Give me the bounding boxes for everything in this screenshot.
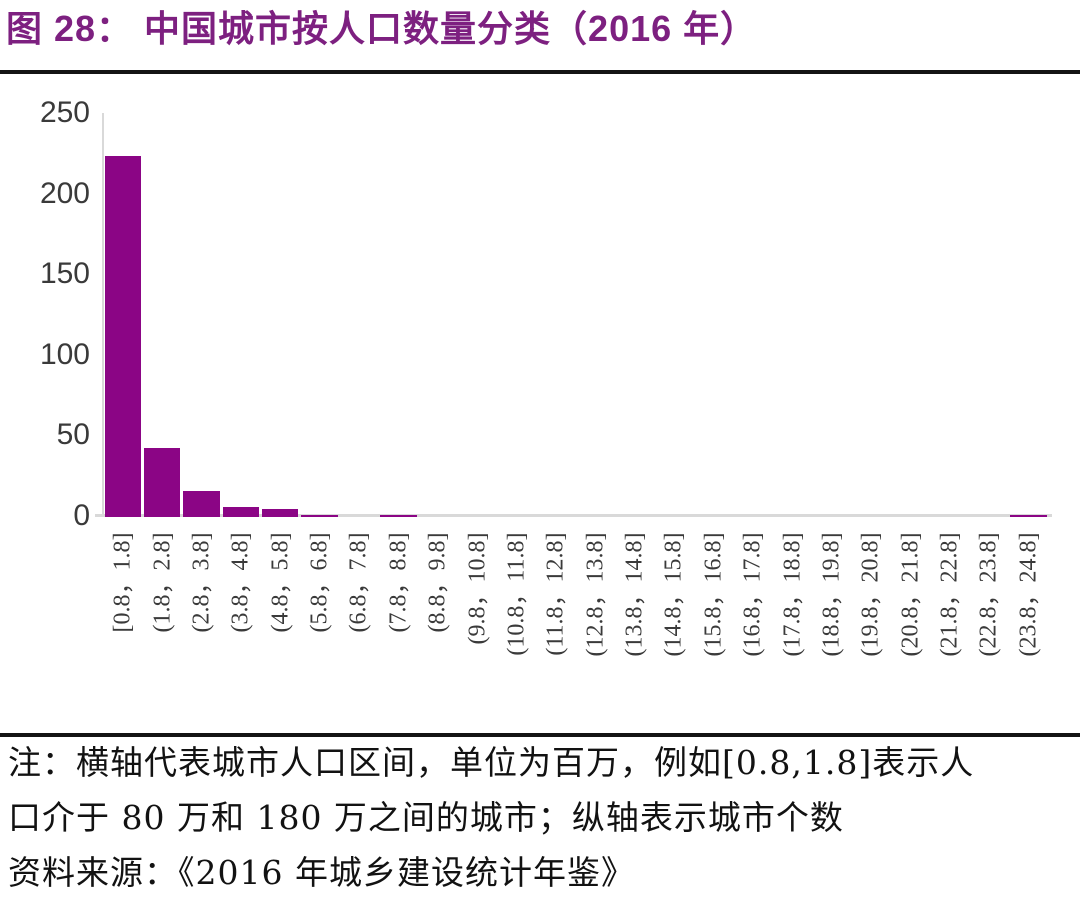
bar bbox=[143, 448, 181, 517]
plot-area bbox=[103, 113, 1048, 517]
bar bbox=[262, 509, 299, 517]
bar bbox=[104, 156, 141, 517]
x-tick-label: (16.8，17.8] bbox=[739, 532, 766, 656]
x-tick-label: (1.8，2.8] bbox=[149, 532, 176, 632]
x-axis-baseline bbox=[95, 514, 1052, 517]
bar bbox=[380, 515, 417, 517]
x-tick-label: [0.8，1.8] bbox=[109, 532, 136, 632]
x-tick-label: (8.8，9.8] bbox=[424, 532, 451, 632]
x-tick-label: (7.8，8.8] bbox=[385, 532, 412, 632]
x-tick-label: (5.8，6.8] bbox=[306, 532, 333, 632]
x-tick-label: (22.8，23.8] bbox=[975, 532, 1002, 656]
note-divider-rule bbox=[0, 733, 1080, 737]
x-tick-label: (18.8，19.8] bbox=[818, 532, 845, 656]
y-tick-label: 50 bbox=[56, 418, 90, 452]
x-tick-label: (6.8，7.8] bbox=[345, 532, 372, 632]
x-tick-label: (9.8，10.8] bbox=[464, 532, 491, 644]
y-tick-label: 100 bbox=[39, 337, 90, 371]
x-tick-label: (2.8，3.8] bbox=[188, 532, 215, 632]
note-line-2: 口介于 80 万和 180 万之间的城市；纵轴表示城市个数 bbox=[8, 798, 844, 837]
bar bbox=[1010, 515, 1047, 517]
bar bbox=[183, 491, 220, 517]
x-tick-label: (13.8，14.8] bbox=[621, 532, 648, 656]
bar bbox=[222, 507, 259, 517]
y-tick-label: 150 bbox=[39, 257, 90, 291]
x-tick-label: (14.8，15.8] bbox=[660, 532, 687, 656]
y-axis-line bbox=[102, 113, 104, 516]
x-tick-label: (20.8，21.8] bbox=[897, 532, 924, 656]
x-tick-label: (15.8，16.8] bbox=[700, 532, 727, 656]
x-tick-label: (17.8，18.8] bbox=[779, 532, 806, 656]
x-tick-label: (11.8，12.8] bbox=[542, 532, 569, 656]
bar bbox=[301, 515, 338, 517]
note-line-1: 注：横轴代表城市人口区间，单位为百万，例如[0.8,1.8]表示人 bbox=[8, 743, 975, 782]
y-tick-label: 250 bbox=[39, 96, 90, 129]
x-tick-label: (4.8，5.8] bbox=[267, 532, 294, 632]
source-line: 资料来源：《2016 年城乡建设统计年鉴》 bbox=[8, 853, 635, 892]
x-tick-label: (3.8，4.8] bbox=[227, 532, 254, 632]
y-tick-label: 0 bbox=[73, 499, 90, 532]
y-tick-label: 200 bbox=[39, 176, 90, 210]
title-divider-rule bbox=[0, 70, 1080, 74]
x-tick-label: (12.8，13.8] bbox=[582, 532, 609, 656]
x-tick-label: (19.8，20.8] bbox=[857, 532, 884, 656]
page-title: 图 28： 中国城市按人口数量分类（2016 年） bbox=[6, 8, 758, 49]
x-tick-label: (21.8，22.8] bbox=[936, 532, 963, 656]
x-tick-label: (23.8，24.8] bbox=[1015, 532, 1042, 656]
x-tick-label: (10.8，11.8] bbox=[503, 532, 530, 656]
